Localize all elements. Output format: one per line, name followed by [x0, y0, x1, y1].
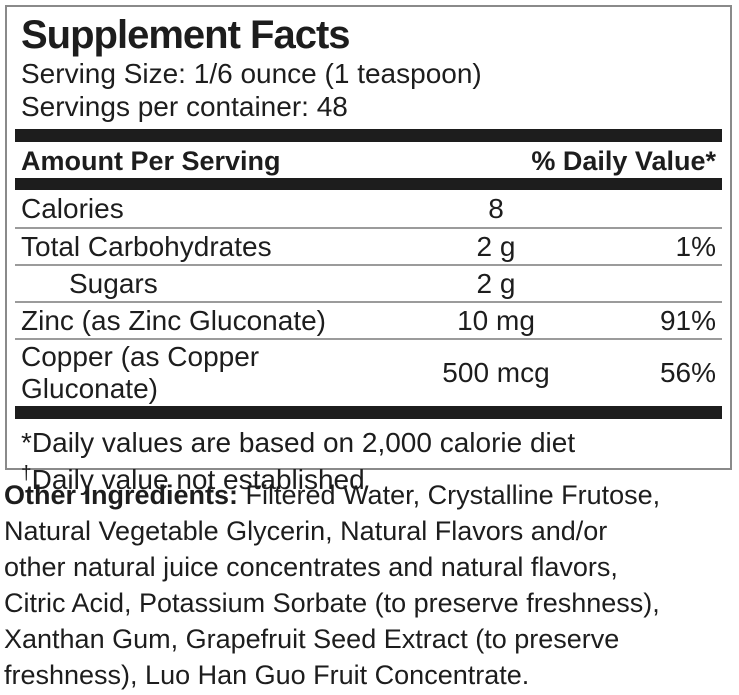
nutrient-name: Copper (as Copper Gluconate): [21, 341, 260, 404]
serving-size: Serving Size: 1/6 ounce (1 teaspoon): [21, 58, 482, 89]
other-ingredients-line: Natural Vegetable Glycerin, Natural Flav…: [4, 516, 608, 546]
column-header-row: Amount Per Serving % Daily Value*: [15, 142, 722, 178]
nutrient-amount: 2 g: [476, 230, 516, 262]
separator-bar-header: [15, 178, 722, 190]
nutrient-amount: 2 g: [476, 267, 516, 299]
nutrient-name: Zinc (as Zinc Gluconate): [21, 304, 326, 336]
footnote-text: Daily value not established: [31, 464, 365, 495]
nutrient-amount: 8: [488, 192, 504, 224]
other-ingredients-line: Xanthan Gum, Grapefruit Seed Extract (to…: [4, 624, 620, 654]
nutrient-amount: 10 mg: [457, 304, 535, 336]
footnote-text: Daily values are based on 2,000 calorie …: [31, 427, 576, 458]
footnote-not-established: †Daily value not established: [21, 458, 716, 495]
other-ingredients-line: Other Ingredients: Filtered Water, Cryst…: [4, 477, 738, 513]
amount-per-serving-header: Amount Per Serving: [21, 146, 281, 176]
nutrient-row-sugars: Sugars 2 g: [15, 264, 722, 301]
nutrient-name: Calories: [21, 192, 124, 224]
nutrient-amount: 500 mcg: [442, 357, 550, 388]
nutrient-daily-value: 1%: [675, 230, 716, 262]
nutrient-daily-value: 56%: [659, 357, 716, 388]
footnotes: *Daily values are based on 2,000 calorie…: [15, 419, 722, 495]
nutrient-row-calories: Calories 8: [15, 190, 722, 227]
panel-title: Supplement Facts: [21, 13, 351, 57]
separator-bar-top: [15, 129, 722, 142]
nutrient-row-copper: Copper (as Copper Gluconate) 500 mcg 56%: [15, 338, 722, 406]
daily-value-header: % Daily Value*: [531, 146, 716, 176]
other-ingredients-text: Filtered Water, Crystalline Frutose,: [245, 480, 661, 510]
other-ingredients-label: Other Ingredients:: [4, 480, 239, 510]
dagger-marker: †: [21, 463, 32, 484]
asterisk-marker: *: [21, 427, 32, 458]
nutrient-name: Total Carbohydrates: [21, 230, 272, 262]
servings-per-container: Servings per container: 48: [21, 91, 348, 122]
other-ingredients: Other Ingredients: Filtered Water, Cryst…: [4, 477, 738, 693]
nutrient-row-total-carbohydrates: Total Carbohydrates 2 g 1%: [15, 227, 722, 264]
nutrient-name: Sugars: [69, 267, 158, 299]
other-ingredients-line: Citric Acid, Potassium Sorbate (to prese…: [4, 588, 660, 618]
nutrient-row-zinc: Zinc (as Zinc Gluconate) 10 mg 91%: [15, 301, 722, 338]
nutrient-daily-value: 91%: [659, 304, 716, 336]
separator-bar-bottom: [15, 406, 722, 419]
other-ingredients-line: freshness), Luo Han Guo Fruit Concentrat…: [4, 660, 530, 690]
footnote-daily-values: *Daily values are based on 2,000 calorie…: [21, 427, 716, 458]
supplement-facts-panel: Supplement Facts Serving Size: 1/6 ounce…: [5, 5, 732, 495]
other-ingredients-line: other natural juice concentrates and nat…: [4, 552, 618, 582]
